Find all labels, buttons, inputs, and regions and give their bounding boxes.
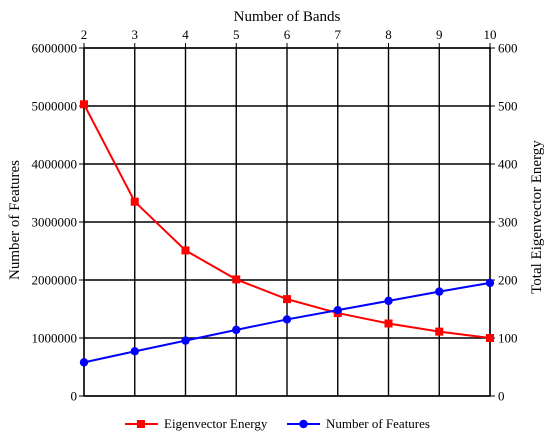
x-tick-label: 10: [484, 27, 497, 42]
data-point-eigenvector-energy: [181, 246, 190, 255]
right-y-tick-label: 100: [498, 331, 518, 346]
x-tick-label: 7: [335, 27, 342, 42]
left-y-tick-label: 3000000: [32, 215, 78, 230]
data-point-eigenvector-energy: [283, 295, 291, 304]
x-tick-label: 3: [132, 27, 139, 42]
x-tick-label: 4: [182, 27, 189, 42]
data-point-number-of-features: [181, 336, 190, 345]
legend-label-number-of-features: Number of Features: [326, 416, 430, 431]
left-y-axis-title: Number of Features: [7, 160, 23, 280]
data-point-number-of-features: [232, 325, 241, 335]
x-tick-label: 6: [284, 27, 291, 42]
data-point-eigenvector-energy: [80, 100, 88, 109]
right-y-tick-label: 300: [498, 215, 518, 230]
series-number-of-features: [79, 278, 495, 367]
right-y-axis-title: Total Eigenvector Energy: [529, 140, 545, 294]
data-point-number-of-features: [79, 358, 89, 367]
data-point-number-of-features: [435, 287, 444, 296]
x-axis-title: Number of Bands: [234, 9, 341, 25]
data-point-number-of-features: [485, 278, 495, 288]
left-y-tick-label: 6000000: [32, 41, 78, 56]
left-y-tick-label: 2000000: [32, 273, 78, 288]
axes: [79, 43, 495, 397]
legend-marker-square: [137, 420, 145, 428]
data-point-number-of-features: [282, 315, 292, 324]
data-point-eigenvector-energy: [486, 334, 494, 342]
data-point-number-of-features: [130, 347, 139, 356]
legend-marker-circle: [299, 419, 308, 429]
series: [79, 100, 495, 367]
data-point-eigenvector-energy: [130, 197, 139, 206]
left-y-tick-label: 5000000: [32, 99, 78, 114]
legend-item-number-of-features: Number of Features: [287, 416, 430, 431]
left-y-tick-label: 0: [71, 389, 78, 404]
data-point-number-of-features: [384, 296, 393, 306]
data-point-eigenvector-energy: [435, 327, 444, 336]
data-point-eigenvector-energy: [232, 275, 241, 284]
data-point-number-of-features: [333, 305, 342, 315]
legend: Eigenvector Energy Number of Features: [125, 416, 430, 431]
x-tick-label: 5: [233, 27, 240, 42]
left-y-tick-label: 4000000: [32, 157, 78, 172]
legend-item-eigenvector-energy: Eigenvector Energy: [125, 416, 268, 431]
right-y-tick-label: 600: [498, 41, 518, 56]
grid: [83, 47, 491, 397]
left-y-tick-label: 1000000: [32, 331, 78, 346]
right-y-tick-label: 500: [498, 99, 518, 114]
right-y-tick-label: 400: [498, 157, 518, 172]
tick-labels: 2 3 4 5 6 7 8 9 10010000002000000300000040000005…: [32, 27, 518, 404]
x-tick-label: 9: [436, 27, 443, 42]
right-y-tick-label: 200: [498, 273, 518, 288]
right-y-tick-label: 0: [498, 389, 505, 404]
x-tick-label: 2: [81, 27, 88, 42]
data-point-eigenvector-energy: [384, 319, 393, 328]
legend-label-eigenvector-energy: Eigenvector Energy: [164, 416, 268, 431]
x-tick-label: 8: [385, 27, 392, 42]
